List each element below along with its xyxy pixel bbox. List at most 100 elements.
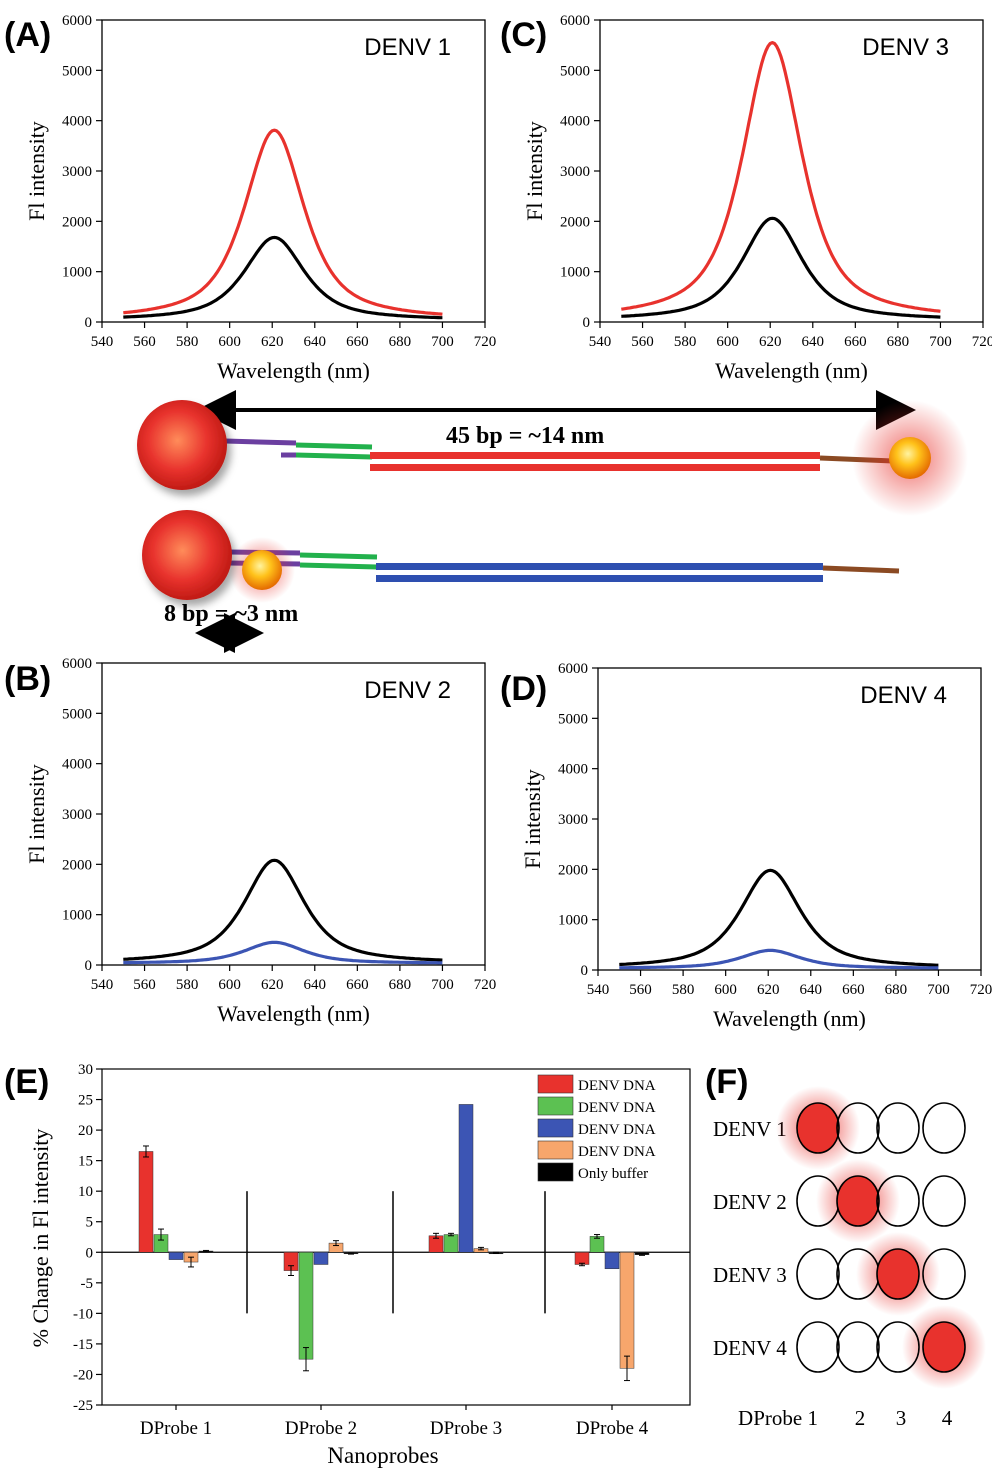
panel-label: (E): [4, 1063, 49, 1101]
legend-label: Only buffer: [578, 1166, 648, 1182]
panel-label: (C): [500, 16, 547, 54]
x-tick-label: 620: [261, 334, 284, 350]
probe-cell: [836, 1102, 880, 1154]
probe-cell: [876, 1102, 920, 1154]
brown-strand: [822, 565, 900, 574]
legend-label: DENV DNA: [578, 1122, 656, 1138]
green-strand: [299, 552, 378, 560]
x-tick-label: 660: [844, 334, 867, 350]
x-tick-label: 540: [589, 334, 612, 350]
active-probe-cell: [836, 1175, 880, 1227]
y-axis-label: Fl intensity: [520, 769, 545, 869]
probe-cell: [796, 1321, 840, 1373]
x-tick-label: 600: [714, 982, 737, 998]
x-tick-label: 560: [629, 982, 652, 998]
y-tick-label: -15: [73, 1337, 93, 1353]
x-tick-label: 560: [133, 334, 156, 350]
y-tick-label: 4000: [558, 762, 588, 778]
x-tick-label: 620: [757, 982, 780, 998]
legend-swatch: [537, 1118, 574, 1138]
panel-label: (A): [4, 16, 51, 54]
gold-nanoparticle: [137, 400, 227, 490]
legend-swatch: [537, 1096, 574, 1116]
legend-label: DENV DNA: [578, 1100, 656, 1116]
panel-label: (B): [4, 660, 51, 698]
panel-c-spectrum: (C) 540 560 580 600 620 640 660 680 700 720 0 1000 2…: [500, 13, 992, 383]
x-tick-label: 580: [176, 334, 199, 350]
y-tick-label: 6000: [62, 656, 92, 672]
y-tick-label: 5000: [62, 63, 92, 79]
x-tick-label: 640: [304, 334, 327, 350]
probe-cell: [836, 1321, 880, 1373]
green-strand: [299, 562, 378, 570]
column-label: 2: [855, 1406, 866, 1430]
x-tick-label: 700: [929, 334, 952, 350]
target-dna-strand: [376, 563, 823, 570]
y-tick-label: 3000: [560, 164, 590, 180]
probe-cell: [922, 1102, 966, 1154]
panel-a-spectrum: (A) 540 560 580 600 620 640 660 680 700 720 0 1000 2…: [4, 13, 496, 383]
probe-cell: [922, 1175, 966, 1227]
panel-f-matrix: (F) DENV 1 DENV 2 DENV 3 DENV 4 DProbe 1 2 3 4: [705, 1063, 986, 1430]
spectrum-line: [619, 948, 939, 970]
linker-strand: [224, 438, 297, 446]
panel-label: (D): [500, 670, 547, 708]
green-strand: [295, 452, 373, 460]
bar: [619, 1252, 635, 1369]
spectrum-line: [123, 128, 443, 316]
bar: [604, 1252, 620, 1270]
y-axis-label: Fl intensity: [24, 764, 49, 864]
active-probe-cell: [876, 1248, 920, 1300]
y-axis-label: % Change in Fl intensity: [28, 1129, 53, 1348]
x-tick-label: 600: [716, 334, 739, 350]
x-tick-label: 580: [672, 982, 695, 998]
x-tick-label: 600: [218, 334, 241, 350]
bar: [298, 1252, 314, 1360]
x-tick-label: 540: [587, 982, 610, 998]
legend-swatch: [537, 1162, 574, 1182]
spectrum-line: [123, 858, 443, 962]
active-probe-cell: [796, 1102, 840, 1154]
target-dna-strand: [376, 575, 823, 582]
spectrum-line: [123, 235, 443, 320]
x-tick-label: 580: [176, 977, 199, 993]
bar: [138, 1151, 154, 1253]
y-tick-label: 4000: [560, 114, 590, 130]
spectrum-line: [621, 216, 941, 319]
nanoprobe-schematic: 45 bp = ~14 nm 8 bp = ~3 nm: [137, 390, 968, 653]
y-tick-label: 5000: [560, 63, 590, 79]
y-tick-label: 2000: [560, 214, 590, 230]
x-tick-label: 620: [261, 977, 284, 993]
x-tick-label: DProbe 2: [285, 1418, 357, 1439]
x-tick-label: 620: [759, 334, 782, 350]
plot-frame: [101, 1068, 691, 1406]
x-tick-label: 660: [346, 334, 369, 350]
x-axis-label: Wavelength (nm): [715, 358, 868, 383]
x-tick-label: 680: [389, 977, 412, 993]
x-tick-label: 680: [887, 334, 910, 350]
y-tick-label: -20: [73, 1367, 93, 1383]
bar: [313, 1252, 329, 1265]
probe-cell: [922, 1248, 966, 1300]
row-label: DENV 1: [713, 1117, 787, 1141]
x-tick-label: 720: [970, 982, 992, 998]
active-probe-cell: [922, 1321, 966, 1373]
y-tick-label: 5: [86, 1215, 94, 1231]
y-tick-label: 6000: [560, 13, 590, 29]
y-tick-label: 2000: [558, 862, 588, 878]
long-distance-label: 45 bp = ~14 nm: [446, 423, 604, 449]
x-tick-label: DProbe 4: [576, 1418, 649, 1439]
y-tick-label: 5000: [62, 706, 92, 722]
legend-label: DENV DNA: [578, 1144, 656, 1160]
y-tick-label: 3000: [62, 164, 92, 180]
y-tick-label: 6000: [558, 661, 588, 677]
y-tick-label: 0: [85, 958, 93, 974]
bar: [168, 1252, 184, 1260]
bar: [589, 1236, 605, 1253]
x-tick-label: 700: [927, 982, 950, 998]
gold-nanoparticle: [142, 510, 232, 600]
y-tick-label: 1000: [62, 265, 92, 281]
x-tick-label: 640: [800, 982, 823, 998]
probe-cell: [796, 1248, 840, 1300]
